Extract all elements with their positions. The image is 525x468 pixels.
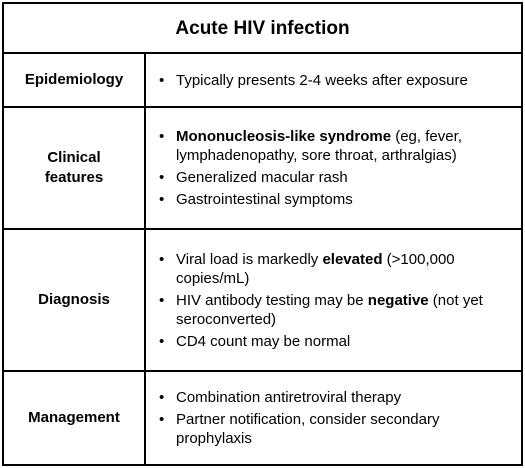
row-header-line: Clinical bbox=[47, 149, 101, 166]
bullet-icon: • bbox=[159, 291, 165, 309]
table-title: Acute HIV infection bbox=[175, 18, 350, 39]
bullet-list: • Mononucleosis-like syndrome (eg, fever,… bbox=[158, 124, 513, 212]
list-item: • CD4 count may be normal bbox=[159, 332, 351, 350]
row-header-line: features bbox=[44, 169, 104, 186]
list-item: • Viral load is markedly elevated (>100,0… bbox=[159, 250, 455, 287]
bullet-icon: • bbox=[159, 250, 165, 268]
row-header-clinical-features: Clinical features bbox=[4, 108, 144, 228]
bullet-icon: • bbox=[159, 71, 165, 89]
list-item: • Gastrointestinal symptoms bbox=[159, 191, 353, 208]
bullet-icon: • bbox=[159, 169, 165, 186]
row-body-clinical-features: • Mononucleosis-like syndrome (eg, fever,… bbox=[144, 108, 521, 228]
bullet-icon: • bbox=[159, 389, 165, 406]
bullet-list: • Combination antiretroviral therapy • Par… bbox=[158, 385, 513, 451]
list-item: • Typically presents 2-4 weeks after expo… bbox=[159, 71, 468, 89]
row-diagnosis: Diagnosis • Viral load is markedly elevat… bbox=[4, 230, 521, 370]
list-item: • Generalized macular rash bbox=[159, 169, 348, 186]
list-item: • Mononucleosis-like syndrome (eg, fever,… bbox=[159, 128, 462, 164]
row-header-diagnosis: Diagnosis bbox=[38, 291, 110, 308]
row-clinical-features: Clinical features • Mononucleosis-like sy… bbox=[4, 108, 521, 228]
row-epidemiology: Epidemiology • Typically presents 2-4 wee… bbox=[4, 54, 521, 106]
bullet-icon: • bbox=[159, 411, 165, 428]
row-management: Management • Combination antiretroviral t… bbox=[4, 372, 521, 464]
row-body-diagnosis: • Viral load is markedly elevated (>100,0… bbox=[144, 230, 521, 370]
row-body-management: • Combination antiretroviral therapy • Par… bbox=[144, 372, 521, 464]
row-divider bbox=[4, 52, 521, 54]
list-item: • Partner notification, consider secondar… bbox=[159, 411, 440, 447]
row-divider bbox=[4, 228, 521, 230]
row-divider bbox=[4, 370, 521, 372]
bullet-icon: • bbox=[159, 332, 165, 350]
row-header-management: Management bbox=[28, 409, 120, 426]
bullet-list: • Viral load is markedly elevated (>100,0… bbox=[158, 247, 513, 354]
list-item: • HIV antibody testing may be negative (n… bbox=[159, 291, 483, 328]
row-body-epidemiology: • Typically presents 2-4 weeks after expo… bbox=[144, 54, 521, 106]
bullet-list: • Typically presents 2-4 weeks after expo… bbox=[158, 68, 513, 93]
column-divider bbox=[144, 54, 146, 464]
bullet-icon: • bbox=[159, 191, 165, 208]
row-header-epidemiology: Epidemiology bbox=[24, 71, 124, 88]
row-divider bbox=[4, 106, 521, 108]
list-item: • Combination antiretroviral therapy bbox=[159, 389, 402, 406]
bullet-icon: • bbox=[159, 128, 165, 145]
